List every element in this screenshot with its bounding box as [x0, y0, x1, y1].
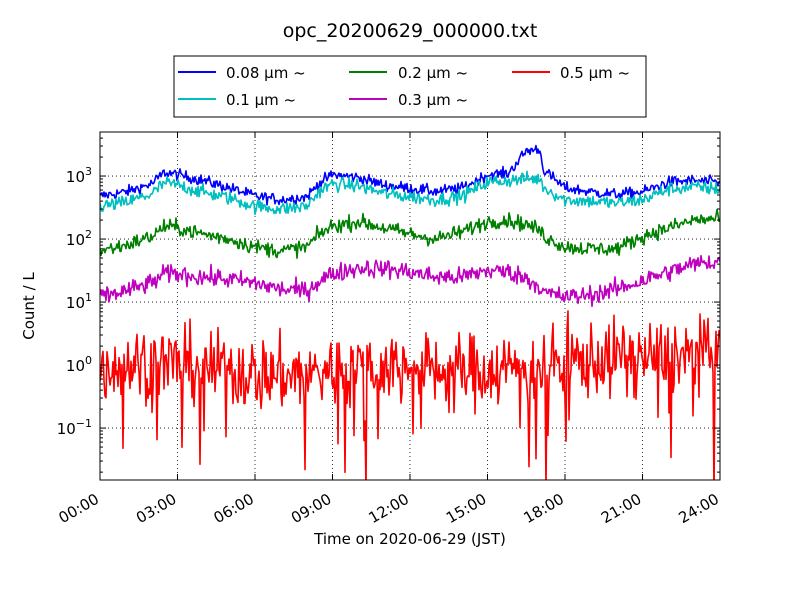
y-tick-labels: 10−1 100 101 102 103: [57, 165, 92, 438]
x-tick-label: 21:00: [598, 490, 644, 527]
series-line-4: [100, 310, 720, 480]
y-tick-label: 102: [66, 228, 92, 249]
legend-box: [173, 55, 647, 118]
x-tick-label: 12:00: [366, 490, 412, 527]
legend-label-0.5um: 0.5 μm ~: [560, 64, 630, 82]
series-group: [100, 144, 720, 480]
x-tick-label: 09:00: [288, 490, 334, 527]
y-tick-label: 101: [66, 291, 92, 312]
x-tick-label: 15:00: [443, 490, 489, 527]
y-axis-label: Count / L: [20, 272, 38, 340]
series-line-3: [100, 254, 720, 308]
x-tick-label: 06:00: [211, 490, 257, 527]
legend-label-0.1um: 0.1 μm ~: [226, 91, 296, 109]
legend: 0.08 μm ~ 0.1 μm ~ 0.2 μm ~ 0.3 μm ~ 0.5…: [173, 55, 647, 118]
y-tick-label: 10−1: [57, 417, 92, 438]
x-tick-label: 03:00: [133, 490, 179, 527]
x-tick-label: 24:00: [676, 490, 722, 527]
x-tick-label: 18:00: [521, 490, 567, 527]
series-line-1: [100, 170, 720, 216]
legend-label-0.2um: 0.2 μm ~: [398, 64, 468, 82]
grid: [100, 132, 720, 480]
series-line-2: [100, 208, 720, 259]
plot-frame: [99, 131, 721, 481]
chart-title: opc_20200629_000000.txt: [283, 20, 538, 42]
y-tick-label: 103: [66, 165, 92, 186]
x-axis-label: Time on 2020-06-29 (JST): [313, 530, 506, 548]
y-tick-label: 100: [66, 354, 92, 375]
legend-label-0.3um: 0.3 μm ~: [398, 91, 468, 109]
x-tick-label: 00:00: [56, 490, 102, 527]
legend-label-0.08um: 0.08 μm ~: [226, 64, 306, 82]
x-tick-labels: 00:00 03:00 06:00 09:00 12:00 15:00 18:00 21:00…: [56, 490, 722, 527]
